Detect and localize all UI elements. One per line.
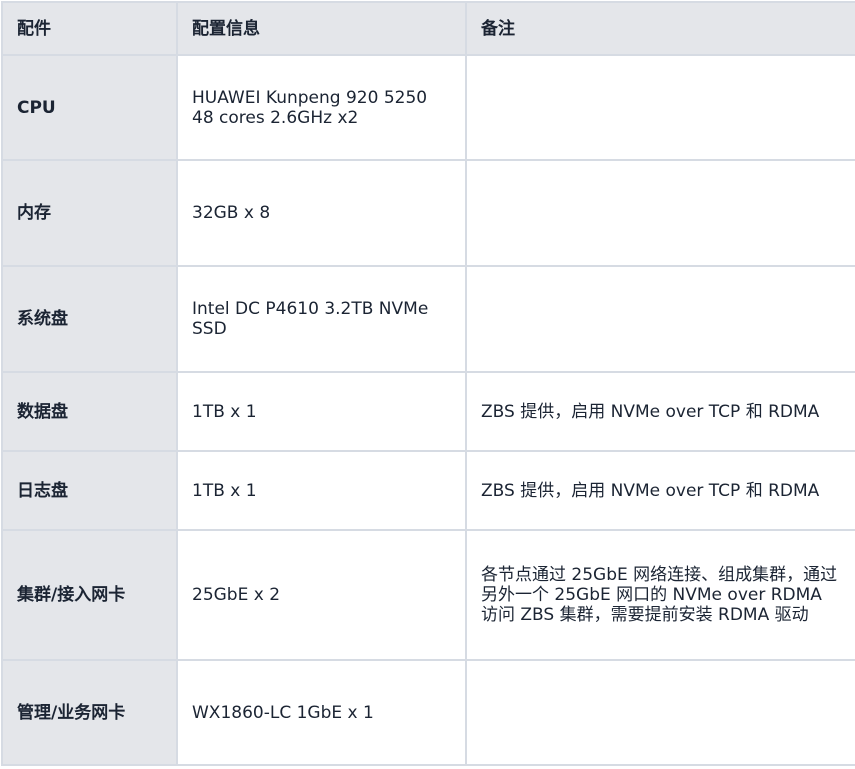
- cell-part: 内存: [1, 159, 178, 267]
- header-part: 配件: [1, 1, 178, 56]
- cell-config: 1TB x 1: [176, 371, 467, 452]
- cell-note: ZBS 提供，启用 NVMe over TCP 和 RDMA: [465, 371, 855, 452]
- cell-config: 32GB x 8: [176, 159, 467, 267]
- cell-part: CPU: [1, 54, 178, 161]
- table-row: 管理/业务网卡 WX1860-LC 1GbE x 1: [1, 659, 855, 766]
- cell-config: WX1860-LC 1GbE x 1: [176, 659, 467, 766]
- header-row: 配件 配置信息 备注: [1, 1, 855, 56]
- table-row: 日志盘 1TB x 1 ZBS 提供，启用 NVMe over TCP 和 RDMA: [1, 450, 855, 531]
- cell-config: 1TB x 1: [176, 450, 467, 531]
- header-config: 配置信息: [176, 1, 467, 56]
- table-row: 数据盘 1TB x 1 ZBS 提供，启用 NVMe over TCP 和 RDMA: [1, 371, 855, 452]
- table-row: 集群/接入网卡 25GbE x 2 各节点通过 25GbE 网络连接、组成集群，通过…: [1, 529, 855, 661]
- cell-note: [465, 659, 855, 766]
- cell-config: 25GbE x 2: [176, 529, 467, 661]
- cell-note: [465, 265, 855, 373]
- cell-note: [465, 159, 855, 267]
- table-row: 内存 32GB x 8: [1, 159, 855, 267]
- table-row: CPU HUAWEI Kunpeng 920 5250 48 cores 2.6G…: [1, 54, 855, 161]
- cell-part: 集群/接入网卡: [1, 529, 178, 661]
- cell-part: 管理/业务网卡: [1, 659, 178, 766]
- cell-config: HUAWEI Kunpeng 920 5250 48 cores 2.6GHz …: [176, 54, 467, 161]
- cell-note: ZBS 提供，启用 NVMe over TCP 和 RDMA: [465, 450, 855, 531]
- cell-part: 系统盘: [1, 265, 178, 373]
- header-note: 备注: [465, 1, 855, 56]
- cell-part: 数据盘: [1, 371, 178, 452]
- cell-note: [465, 54, 855, 161]
- cell-note: 各节点通过 25GbE 网络连接、组成集群，通过另外一个 25GbE 网口的 N…: [465, 529, 855, 661]
- cell-config: Intel DC P4610 3.2TB NVMe SSD: [176, 265, 467, 373]
- table-row: 系统盘 Intel DC P4610 3.2TB NVMe SSD: [1, 265, 855, 373]
- cell-part: 日志盘: [1, 450, 178, 531]
